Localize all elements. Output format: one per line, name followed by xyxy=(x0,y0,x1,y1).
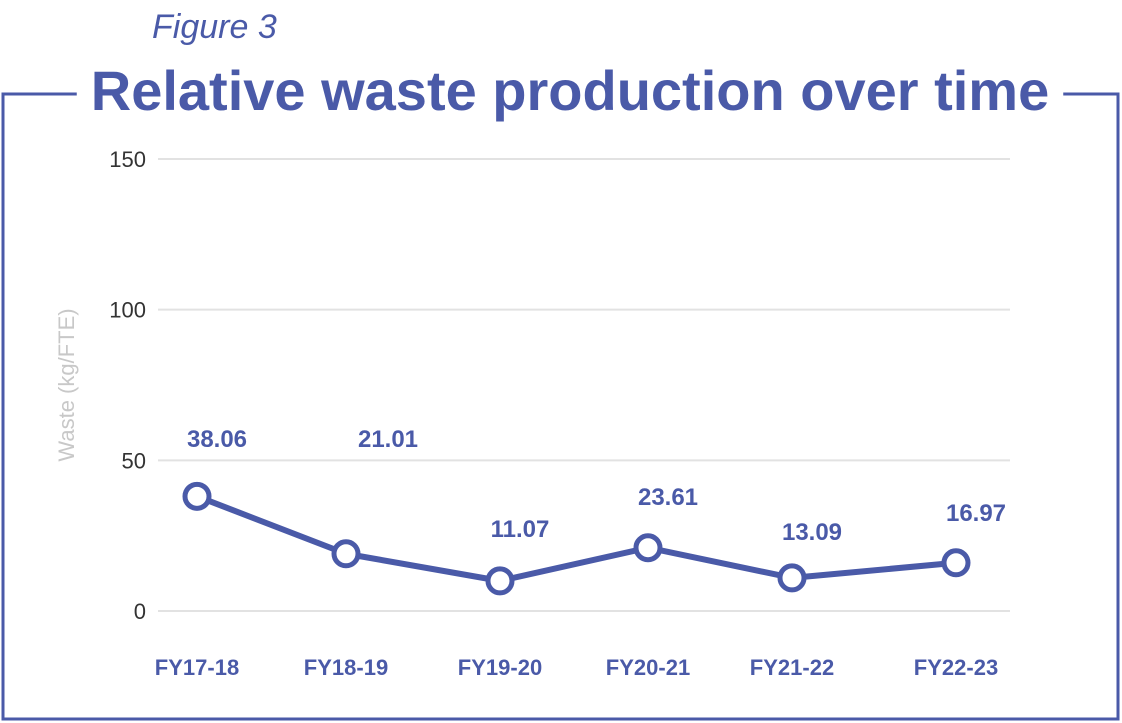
data-label: 21.01 xyxy=(358,426,418,453)
x-category-label: FY17-18 xyxy=(155,655,239,680)
data-label: 16.97 xyxy=(946,500,1006,527)
data-labels: 38.06 21.01 11.07 23.61 13.09 16.97 xyxy=(187,426,1006,546)
data-label: 13.09 xyxy=(782,519,842,546)
series-markers xyxy=(182,481,971,596)
data-point-marker xyxy=(331,539,361,569)
x-axis-category-labels: FY17-18 FY18-19 FY19-20 FY20-21 FY21-22 FY22-… xyxy=(155,655,998,680)
data-label: 23.61 xyxy=(638,484,698,511)
data-point-marker xyxy=(777,563,807,593)
data-point-marker xyxy=(633,533,663,563)
data-point-marker xyxy=(182,481,212,511)
frame-border xyxy=(1,92,1120,721)
y-tick-label: 50 xyxy=(122,448,146,473)
data-point-marker xyxy=(485,566,515,596)
data-point-marker xyxy=(941,548,971,578)
figure-frame xyxy=(1,92,1120,721)
chart-title: Relative waste production over time xyxy=(91,59,1049,122)
y-tick-label: 150 xyxy=(109,147,146,172)
y-axis-tick-labels: 0 50 100 150 xyxy=(109,147,146,624)
series-line xyxy=(194,493,959,584)
data-label: 38.06 xyxy=(187,426,247,453)
figure-label: Figure 3 xyxy=(152,8,277,46)
x-category-label: FY22-23 xyxy=(914,655,998,680)
x-category-label: FY20-21 xyxy=(606,655,690,680)
y-axis-title: Waste (kg/FTE) xyxy=(54,308,79,461)
y-tick-label: 0 xyxy=(134,599,146,624)
data-label: 11.07 xyxy=(491,516,550,543)
series-line-path xyxy=(194,493,959,584)
x-category-label: FY21-22 xyxy=(750,655,834,680)
gridlines xyxy=(158,158,1010,612)
y-tick-label: 100 xyxy=(109,298,146,323)
x-category-label: FY19-20 xyxy=(458,655,542,680)
x-category-label: FY18-19 xyxy=(304,655,388,680)
